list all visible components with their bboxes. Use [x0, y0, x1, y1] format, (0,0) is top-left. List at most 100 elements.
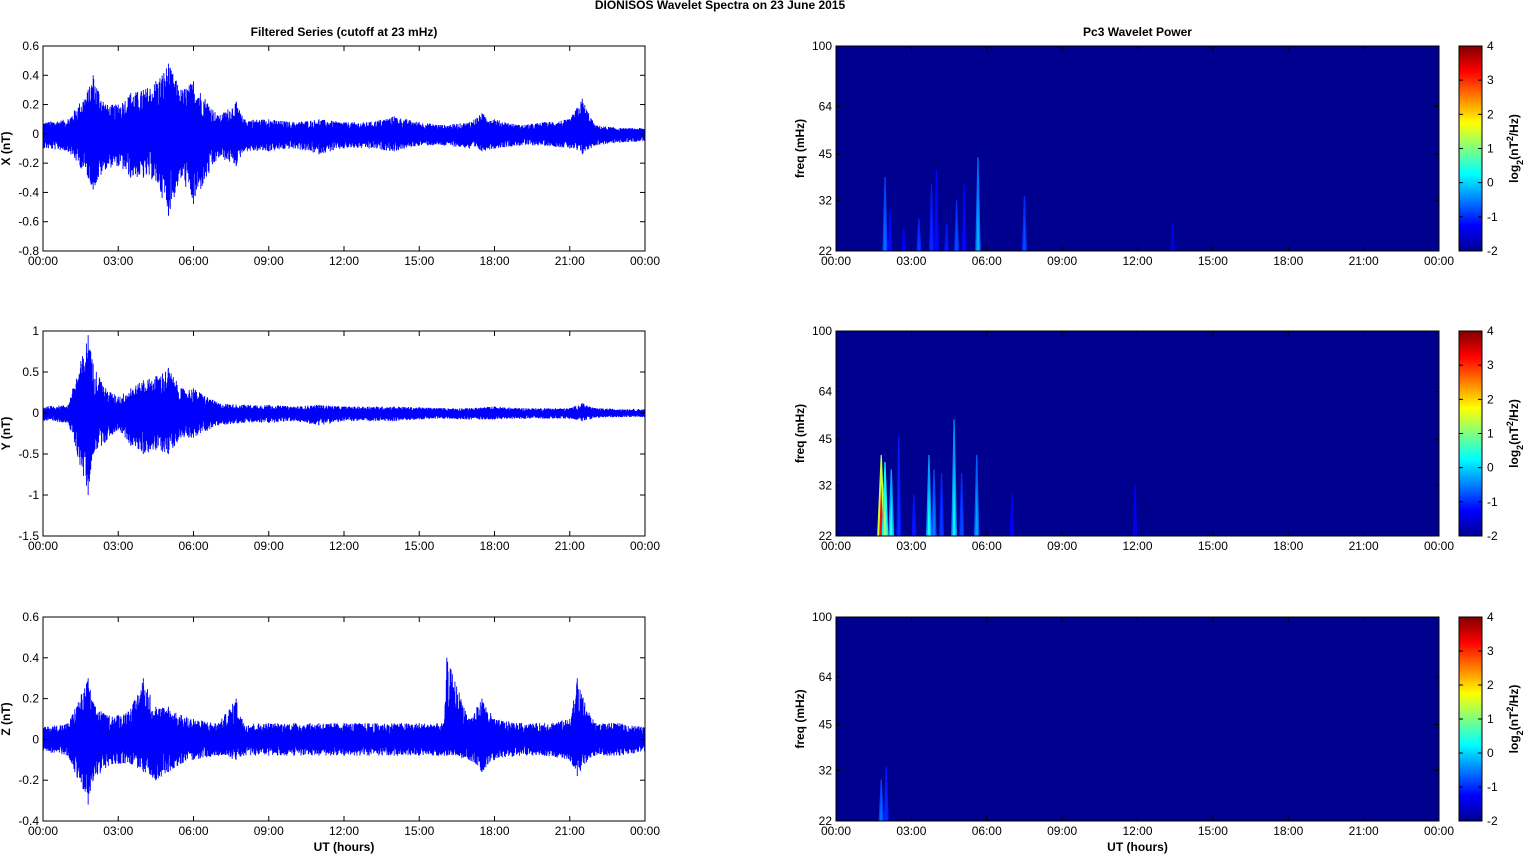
x-tick-label: 18:00 — [1273, 824, 1303, 838]
y-tick-label: 0.5 — [22, 365, 39, 379]
colorbar-tick-label: -1 — [1487, 495, 1498, 509]
x-tick-label: 09:00 — [1047, 824, 1077, 838]
x-tick-label: 21:00 — [555, 254, 585, 268]
power-feature-core — [1133, 503, 1137, 536]
x-axis-label: UT (hours) — [1107, 840, 1168, 854]
x-tick-label: 03:00 — [896, 539, 926, 553]
colorbar-label: log2(nT2/Hz) — [1505, 399, 1525, 468]
y-tick-label: 1 — [32, 324, 39, 338]
x-tick-label: 15:00 — [404, 254, 434, 268]
x-tick-label: 03:00 — [896, 824, 926, 838]
y-axis-label: freq (mHz) — [793, 689, 807, 748]
x-tick-label: 00:00 — [1424, 539, 1454, 553]
y-tick-label: 0 — [32, 732, 39, 746]
y-tick-label: 22 — [819, 529, 833, 543]
y-tick-label: 64 — [819, 670, 833, 684]
y-tick-label: -0.5 — [18, 447, 39, 461]
x-tick-label: 15:00 — [1198, 254, 1228, 268]
y-axis-label: Z (nT) — [0, 702, 13, 735]
colorbar-tick-label: 0 — [1487, 746, 1494, 760]
colorbar-tick-label: -2 — [1487, 244, 1498, 258]
colorbar-tick-label: 2 — [1487, 678, 1494, 692]
y-tick-label: 0.4 — [22, 68, 39, 82]
power-feature-core — [888, 223, 892, 251]
y-tick-label: -0.4 — [18, 185, 39, 199]
x-tick-label: 06:00 — [178, 824, 208, 838]
y-tick-label: -0.6 — [18, 215, 39, 229]
x-tick-label: 12:00 — [1122, 539, 1152, 553]
colorbar-tick-label: -2 — [1487, 529, 1498, 543]
colorbar-tick-label: 3 — [1487, 358, 1494, 372]
x-tick-label: 00:00 — [28, 254, 58, 268]
colorbar-tick-label: 3 — [1487, 73, 1494, 87]
y-tick-label: 0.6 — [22, 39, 39, 53]
heatmap-background — [836, 617, 1439, 821]
colorbar-label: log2(nT2/Hz) — [1505, 685, 1525, 754]
x-tick-label: 21:00 — [1349, 254, 1379, 268]
chart-panel-1: 00:00 03:00 06:00 09:00 12:00 15:00 18:00 21:00… — [0, 25, 660, 268]
y-tick-label: 22 — [819, 244, 833, 258]
x-tick-label: 00:00 — [821, 824, 851, 838]
series-trace — [42, 63, 646, 216]
x-tick-label: 15:00 — [404, 824, 434, 838]
power-feature-core — [883, 487, 887, 536]
x-tick-label: 00:00 — [821, 254, 851, 268]
x-tick-label: 06:00 — [178, 254, 208, 268]
x-tick-label: 12:00 — [329, 824, 359, 838]
y-tick-label: 45 — [819, 432, 833, 446]
power-feature-core — [917, 229, 921, 251]
x-tick-label: 21:00 — [555, 539, 585, 553]
y-tick-label: 45 — [819, 718, 833, 732]
power-feature-core — [955, 218, 958, 251]
power-feature-core — [962, 207, 966, 251]
y-tick-label: 45 — [819, 147, 833, 161]
y-tick-label: 64 — [819, 99, 833, 113]
power-feature-core — [932, 492, 936, 536]
colorbar-tick-label: -1 — [1487, 780, 1498, 794]
y-tick-label: -1.5 — [18, 529, 39, 543]
x-tick-label: 18:00 — [479, 254, 509, 268]
colorbar-tick-label: 2 — [1487, 107, 1494, 121]
x-tick-label: 12:00 — [1122, 824, 1152, 838]
power-feature-core — [935, 198, 938, 251]
y-tick-label: 0 — [32, 406, 39, 420]
y-axis-label: freq (mHz) — [793, 404, 807, 463]
y-tick-label: -0.4 — [18, 814, 39, 828]
figure-title: DIONISOS Wavelet Spectra on 23 June 2015 — [595, 0, 846, 12]
power-feature-core — [927, 483, 931, 536]
colorbar-tick-label: 1 — [1487, 427, 1494, 441]
power-feature-core — [902, 236, 905, 251]
power-feature-core — [930, 207, 933, 251]
power-feature-core — [912, 508, 916, 536]
y-tick-label: 22 — [819, 814, 833, 828]
x-tick-label: 00:00 — [1424, 824, 1454, 838]
chart-panel-3: 00:00 03:00 06:00 09:00 12:00 15:00 18:00 21:00… — [0, 610, 660, 854]
power-feature-core — [879, 793, 883, 821]
x-tick-label: 00:00 — [630, 539, 660, 553]
y-axis-label: Y (nT) — [0, 417, 13, 451]
power-feature-core — [940, 495, 943, 536]
y-tick-label: 100 — [812, 39, 832, 53]
x-tick-label: 03:00 — [103, 539, 133, 553]
panels: 00:00 03:00 06:00 09:00 12:00 15:00 18:00 21:00… — [0, 25, 1525, 854]
series-trace — [42, 335, 646, 495]
chart-panel-2: 00:00 03:00 06:00 09:00 12:00 15:00 18:00 21:00… — [0, 324, 660, 553]
power-feature-core — [1023, 215, 1026, 251]
power-feature-core — [1010, 508, 1014, 536]
x-tick-label: 21:00 — [1349, 539, 1379, 553]
power-feature-core — [885, 785, 888, 821]
x-tick-label: 18:00 — [1273, 539, 1303, 553]
power-feature-core — [945, 232, 948, 251]
x-tick-label: 06:00 — [972, 824, 1002, 838]
y-tick-label: 32 — [819, 764, 833, 778]
y-tick-label: 0.4 — [22, 651, 39, 665]
power-feature-core — [952, 460, 956, 536]
colorbar-tick-label: 1 — [1487, 142, 1494, 156]
colorbar-tick-label: 4 — [1487, 610, 1494, 624]
colorbar-tick-label: 0 — [1487, 461, 1494, 475]
x-tick-label: 03:00 — [103, 824, 133, 838]
colorbar-tick-label: 4 — [1487, 324, 1494, 338]
